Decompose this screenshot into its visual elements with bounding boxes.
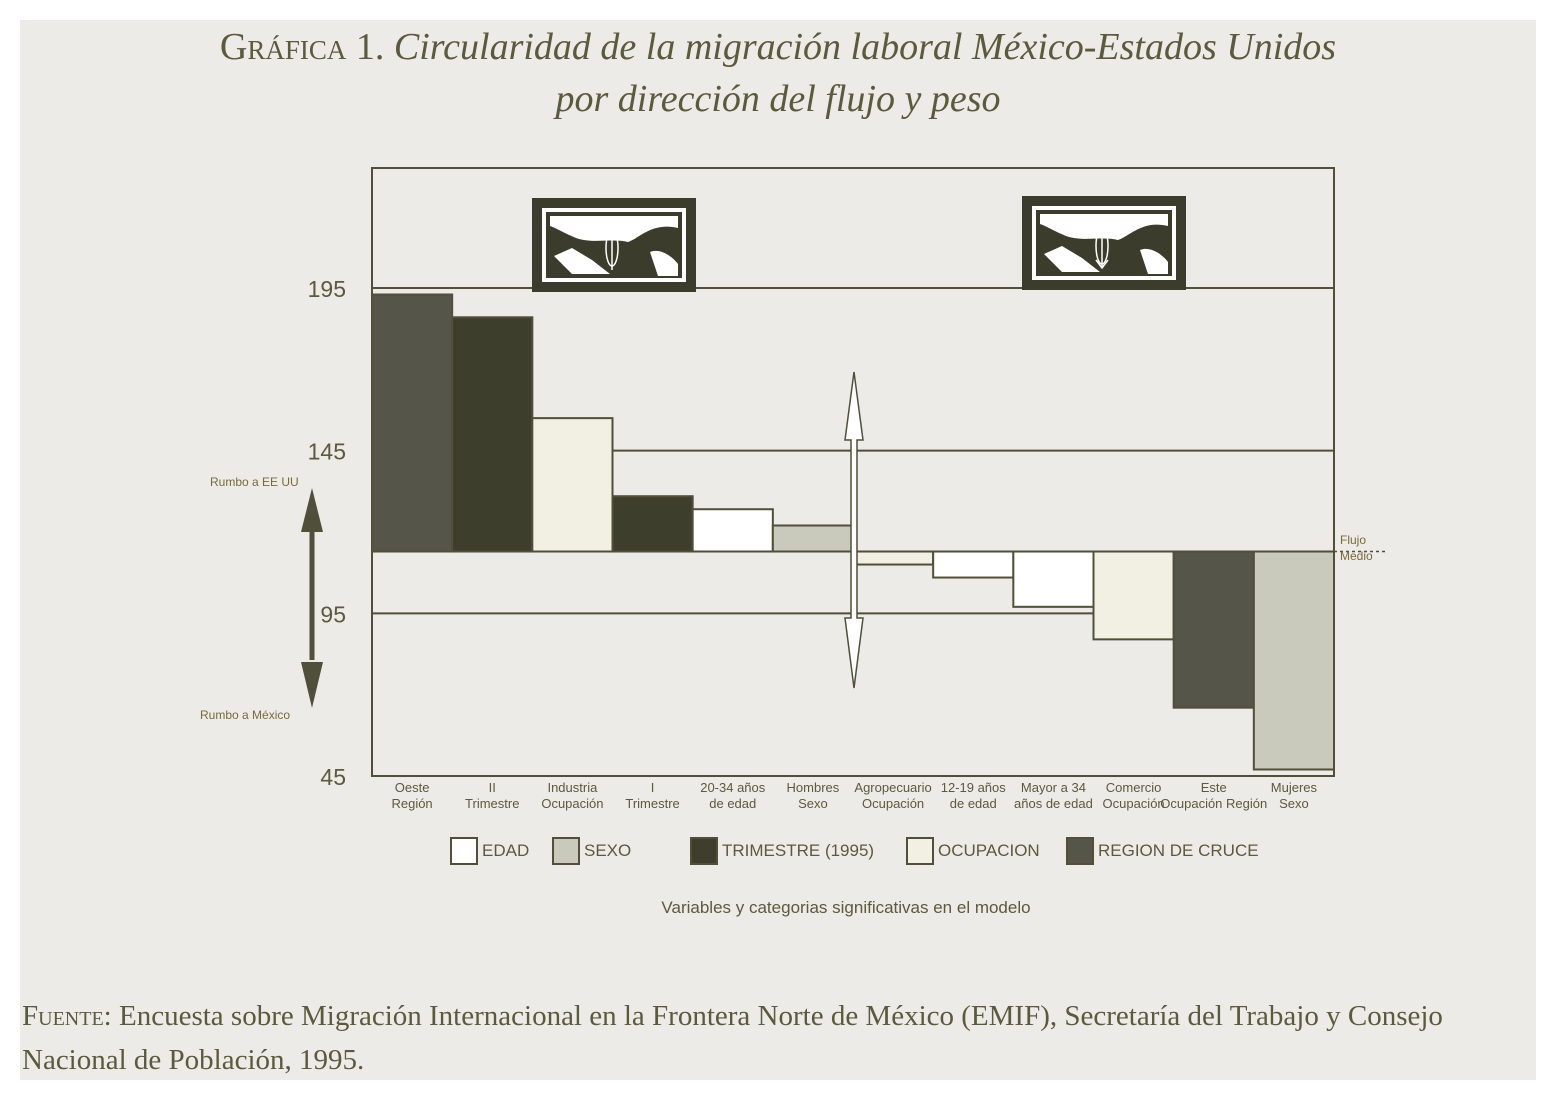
y-tick-label: 195 [308,276,346,302]
x-tick-label: 12-19 años [941,780,1007,795]
x-tick-label: Trimestre [465,796,519,811]
x-tick-label: II [489,780,496,795]
x-tick-label: Mujeres [1271,780,1318,795]
x-tick-label: I [651,780,655,795]
side-label-top: Rumbo a EE UU [210,475,299,489]
x-tick-label: Mayor a 34 [1021,780,1086,795]
map-icon-right-yucatan-shape [1140,248,1168,274]
legend-swatch-ocupacion [906,837,934,865]
chart-title-lead: Gráfica 1. [219,26,385,68]
legend-item-ocupacion: OCUPACION [906,834,1040,868]
flujo-label-line1: Flujo [1340,533,1367,547]
x-tick-label: años de edad [1014,796,1093,811]
bar [371,293,454,553]
x-tick-label: Ocupación Región [1160,796,1267,811]
map-icon-right-arrowhead [1095,259,1109,270]
legend-item-sexo: SEXO [552,834,631,868]
x-tick-label: Hombres [787,780,840,795]
map-icon-left-arrowhead [605,224,619,235]
x-tick-label: Sexo [798,796,828,811]
bar [691,508,774,553]
legend-label-ocupacion: OCUPACION [938,841,1040,860]
x-tick-label: Ocupación [541,796,603,811]
bar [1092,550,1175,641]
map-icon-right-baja-shape [1044,246,1100,272]
legend-label-sexo: SEXO [584,841,632,860]
legend-item-region: REGION DE CRUCE [1066,834,1259,868]
x-tick-label: de edad [709,796,756,811]
legend-label-edad: EDAD [482,841,530,860]
bar [451,316,534,553]
chart-title-text: Circularidad de la migración laboral Méx… [393,26,1337,68]
arrow-down-icon [301,662,323,708]
x-tick-label: de edad [950,796,997,811]
x-tick-label: Sexo [1279,796,1309,811]
bar [1172,550,1255,709]
x-tick-label: Agropecuario [854,780,931,795]
legend-swatch-edad [450,837,478,865]
bar [771,524,854,553]
x-axis-title: Variables y categorias significativas en… [661,898,1031,917]
flujo-label-line2: Medio [1340,549,1373,563]
x-tick-label: Oeste [395,780,430,795]
bar [1252,550,1336,771]
map-icon-left-baja-shape [554,248,610,274]
x-tick-label: 20-34 años [700,780,766,795]
x-tick-label: Ocupación [862,796,924,811]
x-tick-label: Trimestre [625,796,679,811]
chart-title: Gráfica 1. Circularidad de la migración … [0,20,1556,74]
bar [1012,550,1095,608]
legend-swatch-sexo [552,837,580,865]
bar [852,550,935,566]
x-tick-label: Este [1201,780,1227,795]
bar [531,417,614,553]
side-label-bottom: Rumbo a México [200,708,291,722]
legend-label-region: REGION DE CRUCE [1098,841,1259,860]
arrow-up-icon [301,488,323,532]
x-tick-label: Comercio [1106,780,1162,795]
bar [611,495,694,553]
bar [932,550,1015,579]
source-lead: Fuente: [22,1000,112,1032]
x-tick-label: Industria [547,780,598,795]
legend-label-trimestre: TRIMESTRE (1995) [722,841,875,860]
legend-swatch-region [1066,837,1094,865]
y-tick-label: 95 [320,601,346,627]
source-note: Fuente: Encuesta sobre Migración Interna… [22,994,1542,1082]
x-tick-label: Región [391,796,432,811]
y-tick-label: 45 [320,764,346,790]
map-icon-right-usa-shape [1040,214,1168,240]
source-text: Encuesta sobre Migración Internacional e… [22,1000,1443,1076]
x-tick-label: Ocupación [1103,796,1165,811]
legend-item-trimestre: TRIMESTRE (1995) [690,834,874,868]
map-icon-left-yucatan-shape [650,250,678,276]
legend-item-edad: EDAD [450,834,529,868]
flujo-medio-label: Flujo Medio [1340,532,1373,564]
center-double-arrow-icon [844,371,864,689]
chart-subtitle: por dirección del flujo y peso [555,78,1001,120]
legend-swatch-trimestre [690,837,718,865]
y-tick-label: 145 [308,439,346,465]
